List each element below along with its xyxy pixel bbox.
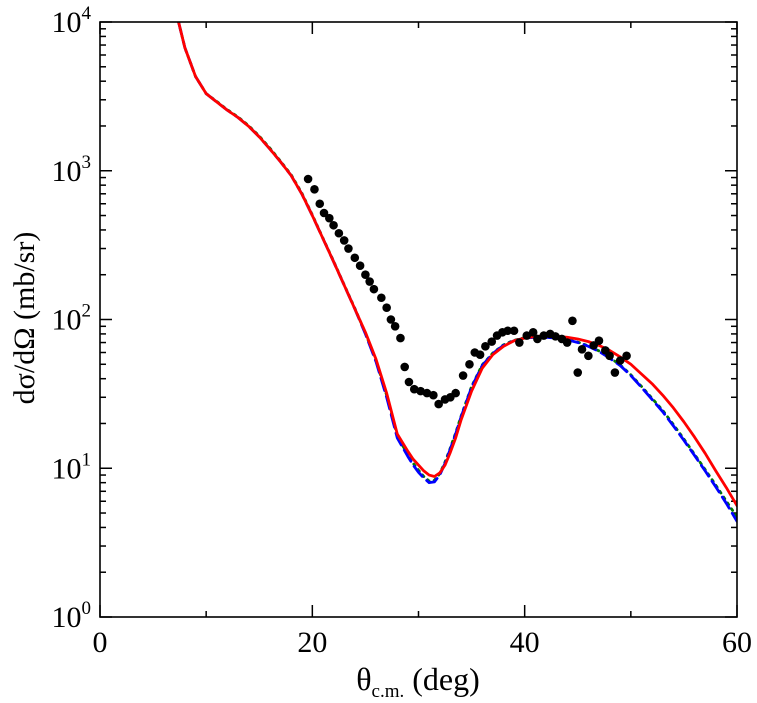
x-tick-label: 40 [510, 626, 540, 659]
plot-frame [99, 21, 738, 618]
data-point [605, 351, 614, 361]
x-tick-label: 60 [722, 626, 752, 659]
data-point [325, 213, 334, 223]
data-point [434, 399, 443, 409]
data-point [429, 390, 438, 400]
y-tick-label: 100 [52, 598, 92, 634]
data-point [615, 356, 625, 365]
data-point [533, 334, 542, 344]
y-tick-label: 102 [52, 301, 92, 337]
data-point [509, 326, 519, 336]
data-point [361, 270, 370, 280]
data-point [562, 338, 572, 347]
data-point [458, 371, 468, 380]
data-point [400, 362, 410, 372]
x-tick-label: 0 [93, 626, 108, 659]
data-point [451, 388, 460, 398]
data-point [610, 368, 620, 377]
data-point [315, 199, 325, 209]
data-point [319, 208, 329, 218]
data-point [404, 377, 414, 387]
y-tick-label: 104 [52, 3, 92, 39]
data-point [522, 331, 532, 340]
data-point [355, 261, 365, 270]
data-point [344, 244, 353, 253]
data-point [577, 345, 587, 354]
data-point [481, 342, 490, 351]
data-point [503, 326, 512, 336]
x-axis-label: θc.m. (deg) [356, 661, 480, 702]
data-point [386, 315, 396, 324]
data-point [528, 328, 538, 337]
data-point [390, 322, 400, 331]
data-point [382, 303, 391, 313]
x-tick-label: 20 [297, 626, 327, 659]
data-point [465, 359, 474, 369]
data-point [350, 253, 360, 263]
data-point [377, 293, 386, 303]
y-tick-label: 103 [52, 152, 92, 188]
data-point [584, 351, 593, 361]
series-red-solid [177, 22, 737, 508]
data-point [329, 220, 338, 230]
data-point [310, 185, 319, 194]
y-axis-label: dσ/dΩ (mb/sr) [8, 232, 41, 405]
data-point [396, 333, 405, 343]
data-point [369, 284, 379, 294]
series-layer [177, 22, 737, 523]
data-point [334, 228, 344, 238]
data-point [365, 277, 374, 286]
y-tick-label: 101 [52, 449, 92, 485]
data-point [475, 350, 485, 359]
data-point [622, 351, 631, 361]
data-point [568, 316, 577, 326]
data-point [487, 337, 497, 346]
tick-labels: 0 20 40 60 100 101 102 103 104 [52, 3, 753, 659]
data-point [594, 336, 604, 346]
data-point [339, 236, 349, 245]
data-point [515, 338, 524, 347]
data-point [303, 174, 313, 184]
data-points-layer [303, 174, 631, 409]
data-point [573, 368, 583, 377]
